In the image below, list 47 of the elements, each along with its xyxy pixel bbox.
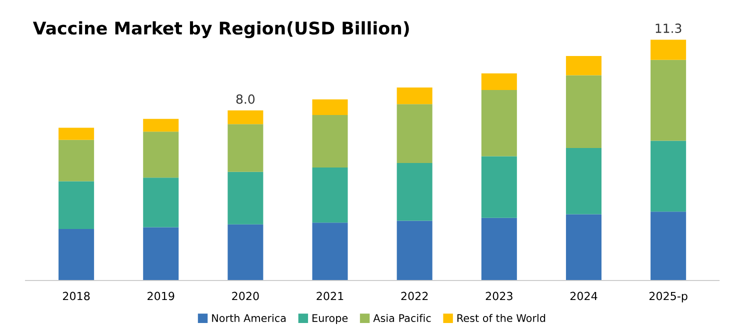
- bar: [396, 104, 432, 163]
- bar: [58, 140, 94, 182]
- bar: [396, 220, 432, 280]
- legend-label: North America: [212, 314, 286, 322]
- x-tick-label: 2025-p: [649, 292, 688, 302]
- bar: [650, 212, 686, 280]
- bar: [58, 128, 94, 140]
- bar: [228, 224, 264, 280]
- x-tick-label: 2018: [62, 292, 90, 300]
- legend-label: Rest of the World: [457, 314, 546, 322]
- x-tick-label: 2024: [570, 292, 598, 300]
- bar: [566, 214, 602, 280]
- bar: [143, 227, 179, 280]
- bar: [650, 40, 686, 60]
- chart-title: Vaccine Market by Region(USD Billion): [32, 21, 409, 38]
- bar: [228, 110, 264, 124]
- x-tick-label: 2021: [316, 292, 344, 300]
- bar: [312, 222, 348, 280]
- bar: [396, 88, 432, 104]
- bar: [312, 168, 348, 223]
- bar: [481, 156, 517, 218]
- bar: [312, 99, 348, 115]
- bar: [481, 218, 517, 280]
- bar: [481, 90, 517, 156]
- x-tick-label: 2019: [148, 292, 174, 300]
- bar: [566, 148, 602, 214]
- x-tick-label: 2023: [486, 292, 512, 300]
- bar: [650, 60, 686, 141]
- annotation: 8.0: [236, 94, 255, 104]
- bar: [566, 56, 602, 76]
- bar: [143, 178, 179, 228]
- bar: [58, 228, 94, 280]
- bar: [143, 132, 179, 178]
- annotation: 11.3: [656, 24, 682, 34]
- bar: [650, 140, 686, 212]
- legend-label: Asia Pacific: [373, 314, 431, 322]
- legend-label: Europe: [312, 314, 348, 324]
- bar: [228, 124, 264, 172]
- bar: [228, 172, 264, 224]
- x-tick-label: 2020: [232, 292, 259, 300]
- bar: [396, 162, 432, 221]
- bar: [58, 181, 94, 229]
- x-tick-label: 2022: [401, 292, 428, 300]
- bar: [143, 118, 179, 132]
- bar: [481, 73, 517, 90]
- bar: [566, 75, 602, 148]
- bar: [312, 115, 348, 168]
